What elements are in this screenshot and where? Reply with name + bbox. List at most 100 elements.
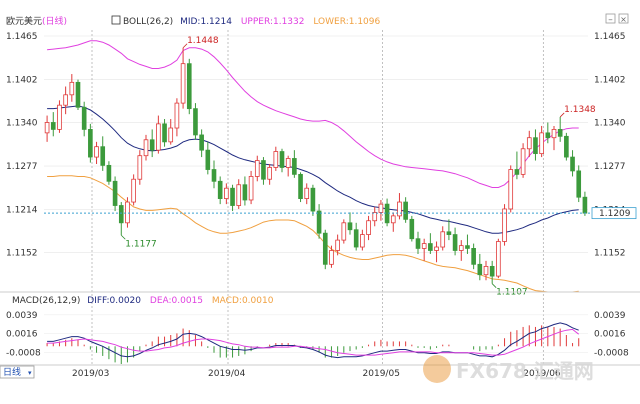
candle-body [403, 201, 408, 220]
candle-body [353, 229, 359, 248]
candle-body [236, 184, 242, 206]
time-axis-label: 2019/04 [208, 369, 246, 379]
period-tab-box[interactable] [0, 365, 35, 379]
price-annotations: 1.1448 1.1177 1.1107 1.1348 [120, 36, 596, 298]
candle-body [217, 180, 223, 199]
macd-header: MACD(26,12,9) DIFF:0.0020 DEA:0.0015 MAC… [12, 296, 274, 306]
price-grid [44, 30, 588, 365]
annotation-high-label: 1.1448 [187, 36, 219, 46]
candle-body [230, 187, 235, 206]
candle-body [397, 201, 402, 217]
diff-value: 0.0020 [110, 296, 142, 306]
macd-tick-label-right: -0.0008 [594, 349, 629, 359]
macd-axis: 0.0039 0.0039 0.0016 0.0016 -0.0008 -0.0008 [6, 311, 629, 359]
candle-body [341, 222, 347, 241]
price-tick-label-left: 1.1277 [6, 162, 38, 172]
candle-body [205, 149, 211, 170]
candle-body [285, 158, 291, 168]
candle-body [520, 148, 526, 175]
bollinger-lower-line [47, 175, 579, 293]
watermark-logo-icon [423, 355, 451, 383]
candle-body [434, 246, 439, 251]
candle-body [415, 238, 421, 249]
time-axis-labels: 2019/03 2019/04 2019/05 2019/06 [72, 369, 561, 379]
candle-body [100, 146, 106, 166]
indicator-settings-icon[interactable] [111, 15, 121, 25]
price-tick-label-right: 1.1152 [594, 249, 626, 259]
watermark: FX678 汇通网 [423, 355, 594, 383]
price-tick-label-left: 1.1152 [6, 249, 38, 259]
macd-diff-line [47, 322, 579, 359]
macd-label: MACD: [212, 296, 242, 306]
candle-body [162, 123, 167, 143]
macd-indicator: MACD(26,12,9) [12, 296, 80, 306]
candle-body [378, 203, 384, 213]
candle-body [347, 222, 353, 231]
candle-body [446, 231, 452, 235]
candle-body [316, 210, 322, 234]
candle-body [106, 164, 112, 182]
candle-body [514, 169, 520, 175]
period-tag: (日线) [42, 15, 67, 27]
panel-toggle-button[interactable] [605, 13, 616, 24]
mid-label: MID: [180, 17, 200, 27]
candle-body [576, 170, 582, 198]
mid-value: 1.1214 [200, 17, 232, 27]
diff-label: DIFF: [87, 296, 109, 306]
macd-tick-label-right: 0.0039 [594, 311, 626, 321]
candle-body [248, 176, 254, 201]
candle-body [322, 232, 328, 265]
tab-dropdown-icon: ▾ [28, 369, 32, 377]
candle-body [533, 137, 538, 155]
candle-body [242, 184, 248, 201]
panel-close-button[interactable] [618, 13, 629, 24]
candle-body [180, 63, 186, 104]
period-tab-label: 日线 [3, 366, 21, 378]
candle-body [366, 220, 371, 235]
candlestick-series [44, 47, 588, 284]
candle-body [224, 187, 229, 199]
current-price-tag-box [591, 207, 637, 220]
candle-body [471, 248, 476, 265]
upper-label: UPPER: [241, 17, 273, 27]
period-tab[interactable]: 日线 ▾ [0, 365, 35, 379]
candle-body [526, 137, 532, 150]
lower-label: LOWER: [313, 17, 348, 27]
candle-body [329, 250, 334, 265]
current-price-tag: 1.1209 [591, 207, 637, 220]
candle-body [254, 160, 260, 177]
annotation-low-label: 1.1177 [125, 239, 157, 249]
price-tick-label-right: 1.1402 [594, 76, 626, 86]
price-tick-label-right: 1.1465 [594, 32, 626, 42]
watermark-text: FX678 汇通网 [456, 359, 594, 383]
candle-body [582, 196, 588, 214]
candle-body [465, 245, 470, 249]
annotation-pointer [120, 234, 126, 240]
upper-value: 1.1332 [273, 17, 305, 27]
candle-body [199, 134, 204, 151]
macd-tick-label-left: -0.0008 [6, 349, 41, 359]
macd-tick-label-left: 0.0039 [6, 311, 38, 321]
candle-body [428, 243, 433, 251]
candle-body [452, 234, 458, 251]
price-tick-label-left: 1.1214 [6, 206, 38, 216]
candle-body [335, 239, 340, 251]
price-tick-label-right: 1.1277 [594, 162, 626, 172]
close-icon: × [620, 15, 627, 24]
candle-body [440, 231, 446, 248]
annotation-low-label: 1.1107 [496, 288, 528, 298]
candle-body [186, 63, 192, 110]
candle-body [57, 104, 62, 130]
bollinger-upper-line [47, 40, 579, 188]
macd-grid [44, 314, 588, 354]
candle-body [261, 160, 266, 180]
candle-body [292, 158, 297, 175]
candle-body [539, 132, 544, 155]
candle-body [267, 167, 272, 180]
price-panel: 1.1465 1.1465 1.1402 1.1402 1.1340 1.1340 1.12… [6, 13, 637, 365]
candle-body [112, 180, 118, 206]
candle-body [193, 108, 198, 136]
price-header: 欧元美元(日线) [6, 15, 67, 27]
